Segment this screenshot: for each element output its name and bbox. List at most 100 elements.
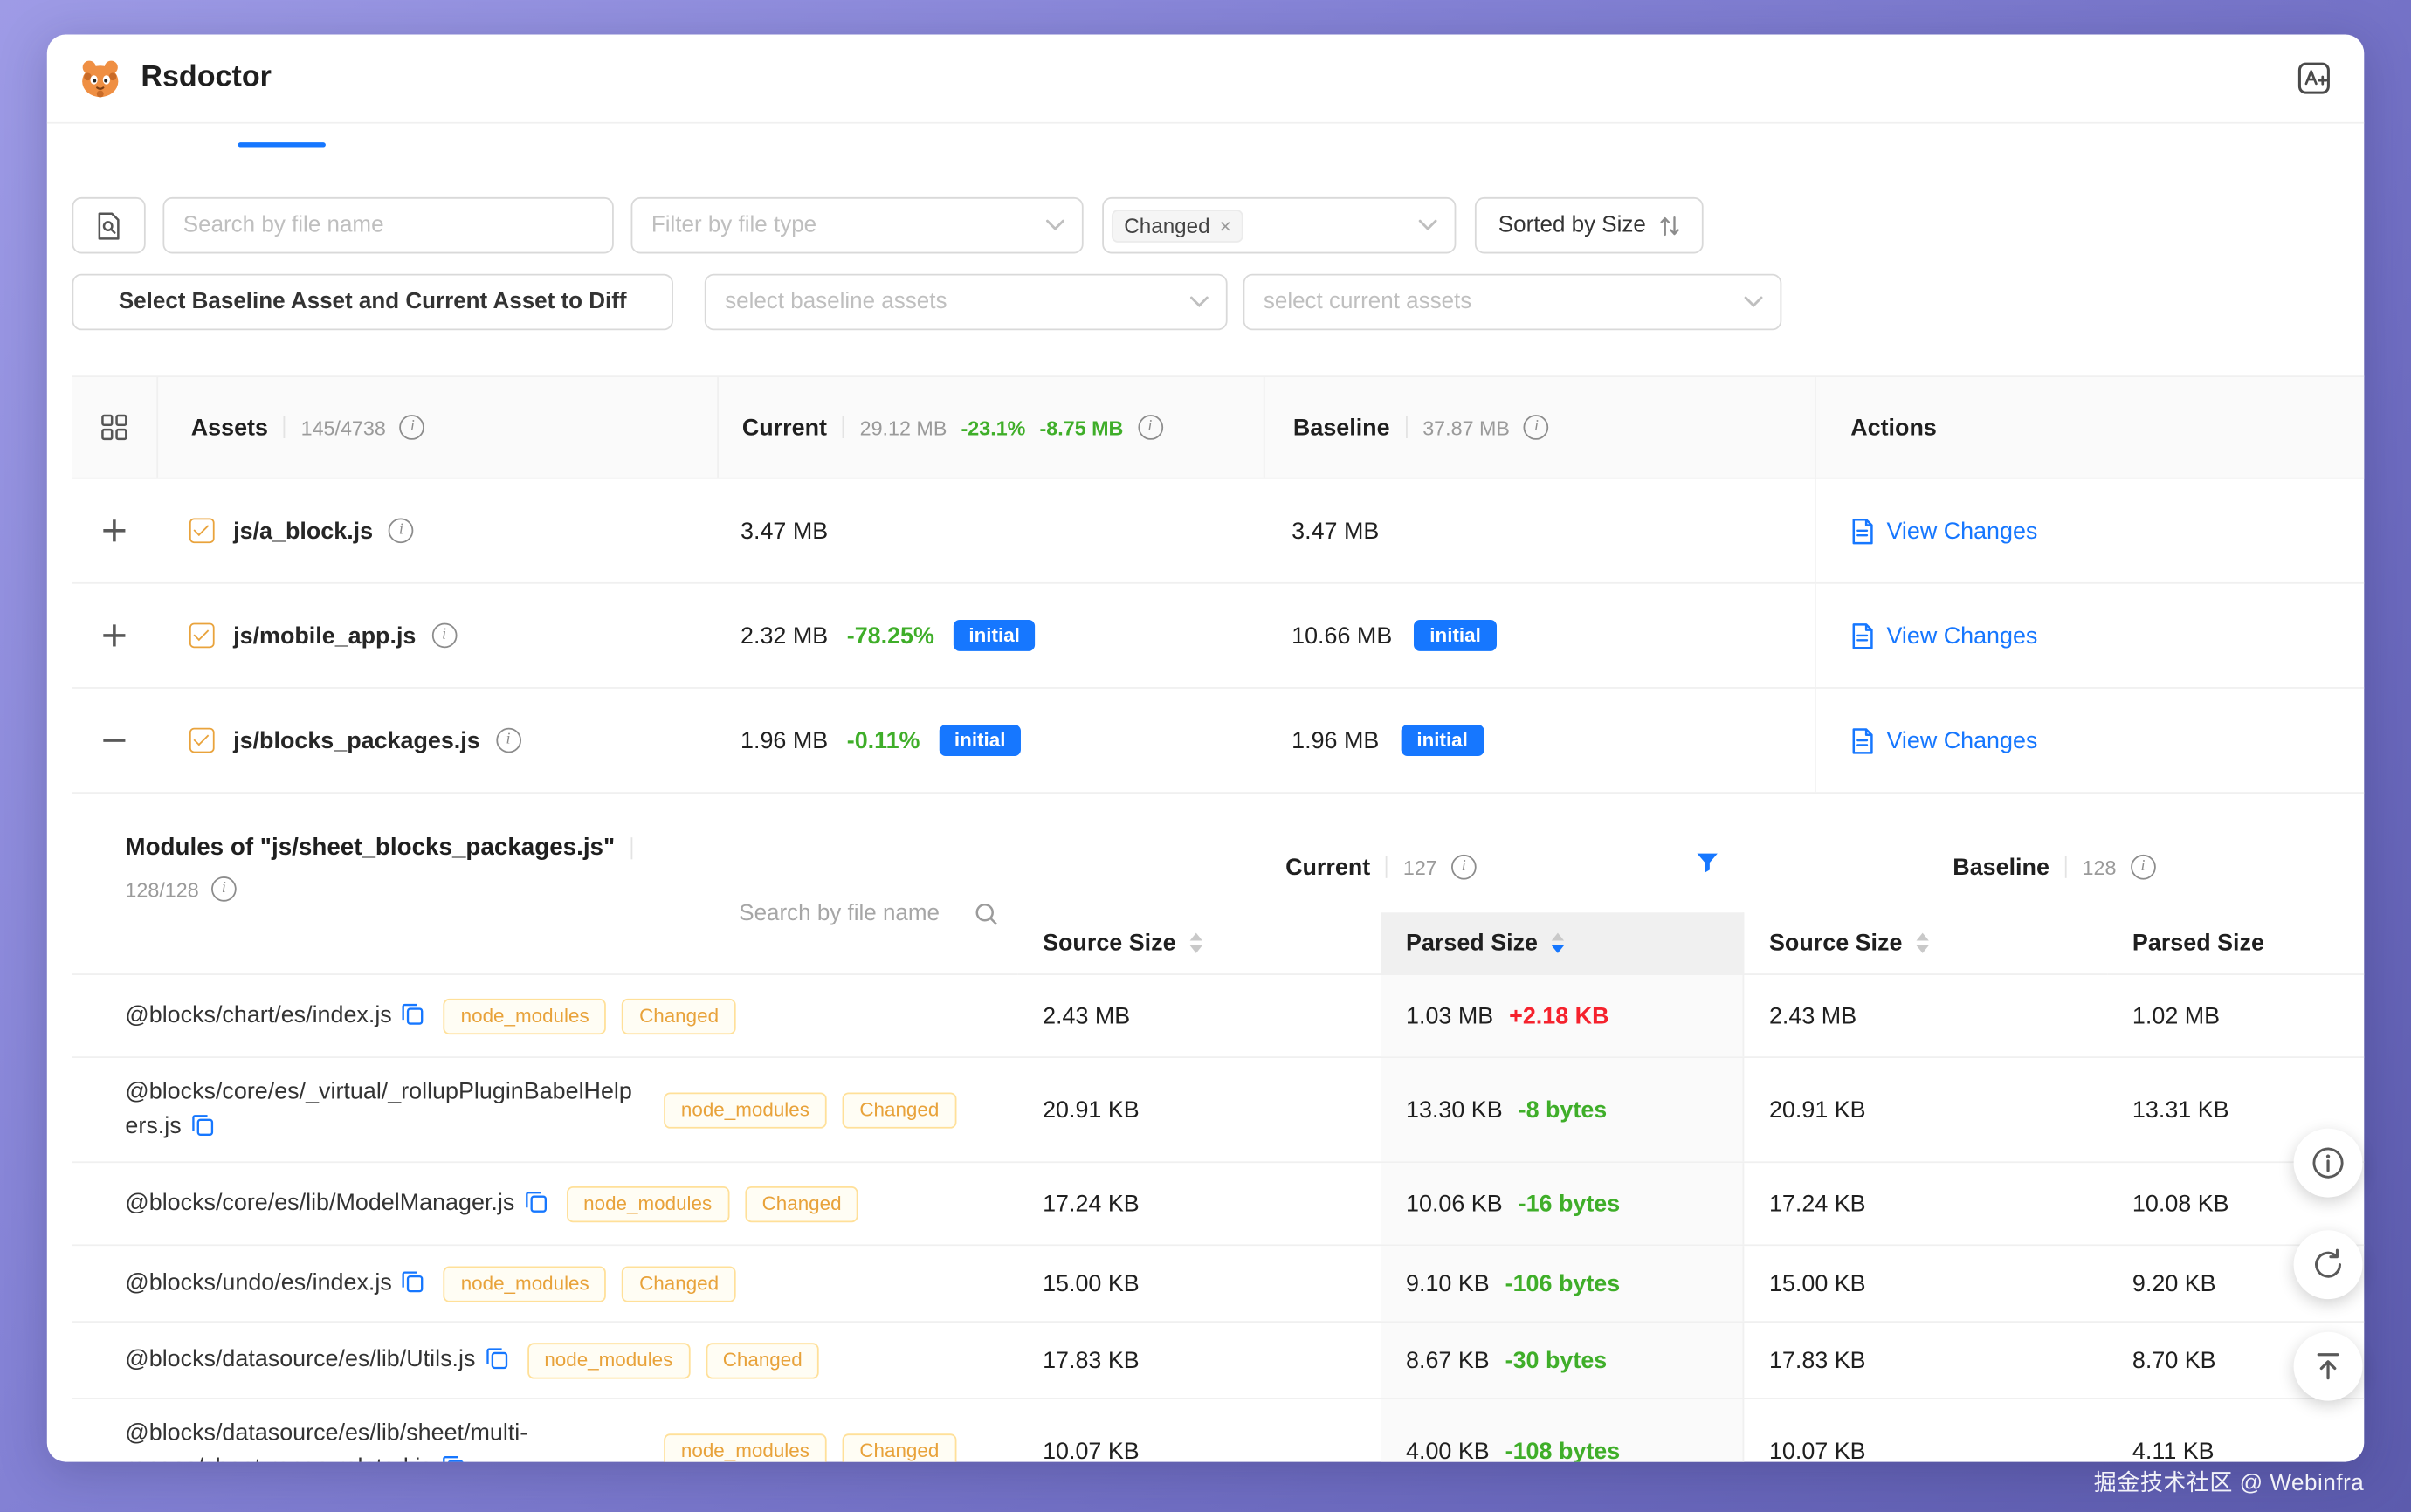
info-icon[interactable] — [1524, 415, 1549, 440]
current-label: Current — [741, 414, 827, 441]
copy-icon[interactable] — [485, 1345, 508, 1369]
modules-search[interactable] — [735, 899, 999, 929]
expand-icon[interactable] — [103, 519, 126, 542]
module-name: @blocks/datasource/es/lib/Utils.js — [125, 1343, 508, 1378]
rsdoctor-logo — [75, 53, 125, 103]
current-source-size-header[interactable]: Source Size — [1017, 912, 1381, 975]
info-fab-button[interactable] — [2293, 1128, 2363, 1198]
baseline-assets-select[interactable]: select baseline assets — [704, 273, 1228, 331]
info-icon[interactable] — [1137, 415, 1163, 440]
search-input[interactable] — [162, 196, 614, 254]
divider — [842, 416, 844, 439]
language-icon[interactable] — [2292, 57, 2336, 100]
asset-row: js/mobile_app.js 2.32 MB -78.25% initial… — [72, 583, 2365, 689]
current-parsed-size: 1.03 MB — [1406, 1002, 1494, 1029]
modules-header: Modules of "js/sheet_blocks_packages.js"… — [72, 821, 2365, 975]
scroll-to-top-fab-button[interactable] — [2293, 1331, 2363, 1401]
sort-by-size-button[interactable]: Sorted by Size — [1474, 196, 1705, 254]
file-type-select[interactable]: Filter by file type — [630, 196, 1084, 254]
current-parsed-size: 9.10 KB — [1406, 1269, 1490, 1297]
sort-arrows-icon — [1661, 216, 1680, 236]
divider — [630, 837, 632, 860]
copy-icon[interactable] — [190, 1113, 214, 1137]
divider — [1405, 416, 1408, 439]
asset-checkbox[interactable] — [189, 727, 215, 753]
changed-filter-label: Changed — [1124, 213, 1210, 237]
view-changes-link[interactable]: View Changes — [1850, 518, 2037, 544]
current-percent: -23.1% — [961, 416, 1026, 439]
search-icon — [975, 904, 997, 925]
parsed-size-delta: -108 bytes — [1505, 1437, 1621, 1462]
file-diff-icon — [1852, 727, 1873, 753]
info-icon[interactable] — [495, 727, 521, 753]
diff-select-label: Select Baseline Asset and Current Asset … — [118, 289, 627, 315]
baseline-assets-placeholder: select baseline assets — [725, 289, 947, 315]
toolbar: Filter by file type Changed Sorted by — [47, 124, 2364, 331]
parsed-size-label: Parsed Size — [2132, 929, 2264, 957]
info-icon[interactable] — [399, 415, 425, 440]
current-size: 1.96 MB — [741, 726, 829, 754]
current-source-size: 20.91 KB — [1043, 1096, 1140, 1124]
initial-badge: initial — [938, 725, 1022, 756]
info-icon[interactable] — [389, 518, 414, 544]
asset-checkbox[interactable] — [189, 622, 215, 649]
assets-count: 145/4738 — [300, 416, 386, 439]
baseline-source-size-header[interactable]: Source Size — [1744, 912, 2108, 975]
info-icon[interactable] — [1450, 854, 1477, 880]
to-top-icon — [2317, 1353, 2339, 1380]
current-source-size: 10.07 KB — [1043, 1437, 1140, 1462]
copy-icon[interactable] — [402, 1001, 425, 1025]
current-parsed-size-header[interactable]: Parsed Size — [1381, 912, 1745, 975]
module-tags: node_modules Changed — [443, 1265, 736, 1302]
collapse-icon[interactable] — [103, 729, 126, 751]
layout-grid-icon[interactable] — [72, 377, 156, 478]
baseline-label: Baseline — [1953, 854, 2049, 881]
initial-badge: initial — [1401, 725, 1484, 756]
baseline-total: 37.87 MB — [1422, 416, 1510, 439]
module-name: @blocks/core/es/_virtual/_rollupPluginBa… — [125, 1077, 632, 1140]
source-size-label: Source Size — [1043, 929, 1176, 957]
view-changes-label: View Changes — [1886, 517, 2038, 545]
filter-funnel-icon[interactable] — [1696, 852, 1719, 882]
asset-name: js/mobile_app.js — [233, 622, 417, 649]
module-tags: node_modules Changed — [527, 1342, 820, 1378]
current-source-size: 17.83 KB — [1043, 1346, 1140, 1374]
asset-row-expanded: js/blocks_packages.js 1.96 MB -0.11% ini… — [72, 688, 2365, 794]
view-changes-link[interactable]: View Changes — [1850, 727, 2037, 753]
baseline-source-size: 20.91 KB — [1768, 1096, 1866, 1124]
module-name: @blocks/chart/es/index.js — [125, 998, 424, 1033]
baseline-count: 128 — [2082, 855, 2117, 879]
info-icon[interactable] — [211, 876, 237, 902]
current-source-size: 15.00 KB — [1043, 1269, 1140, 1297]
active-tab-indicator[interactable] — [238, 142, 326, 148]
refresh-fab-button[interactable] — [2293, 1230, 2363, 1300]
current-assets-select[interactable]: select current assets — [1243, 273, 1782, 331]
copy-icon[interactable] — [442, 1454, 465, 1462]
watermark: 掘金技术社区 @ Webinfra — [2093, 1471, 2365, 1497]
file-search-button[interactable] — [72, 196, 146, 254]
remove-tag-icon[interactable] — [1219, 214, 1231, 237]
sorter-icon — [1189, 933, 1203, 953]
module-row: @blocks/undo/es/index.js node_modules Ch… — [72, 1246, 2365, 1323]
baseline-parsed-size: 10.08 KB — [2132, 1190, 2229, 1217]
source-size-label: Source Size — [1768, 929, 1903, 957]
asset-checkbox[interactable] — [189, 518, 215, 544]
diff-select-button[interactable]: Select Baseline Asset and Current Asset … — [72, 273, 673, 331]
copy-icon[interactable] — [524, 1189, 548, 1213]
parsed-size-delta: -16 bytes — [1518, 1190, 1621, 1217]
copy-icon[interactable] — [402, 1269, 425, 1293]
parsed-size-delta: -30 bytes — [1505, 1346, 1608, 1374]
view-changes-link[interactable]: View Changes — [1850, 622, 2037, 649]
info-icon[interactable] — [2130, 854, 2156, 880]
current-source-size: 2.43 MB — [1043, 1002, 1131, 1029]
baseline-parsed-size: 13.31 KB — [2132, 1096, 2229, 1124]
asset-row: js/a_block.js 3.47 MB 3.47 MB — [72, 478, 2365, 584]
expand-icon[interactable] — [103, 624, 126, 647]
assets-table-header: Assets 145/4738 Current 29.12 MB -23.1% … — [72, 375, 2365, 479]
modules-search-input[interactable] — [735, 899, 965, 929]
status-filter-select[interactable]: Changed — [1102, 196, 1457, 254]
baseline-label: Baseline — [1292, 414, 1390, 441]
baseline-parsed-size-header[interactable]: Parsed Size — [2107, 912, 2365, 975]
info-icon[interactable] — [431, 622, 458, 649]
baseline-parsed-size: 4.11 KB — [2132, 1437, 2215, 1462]
